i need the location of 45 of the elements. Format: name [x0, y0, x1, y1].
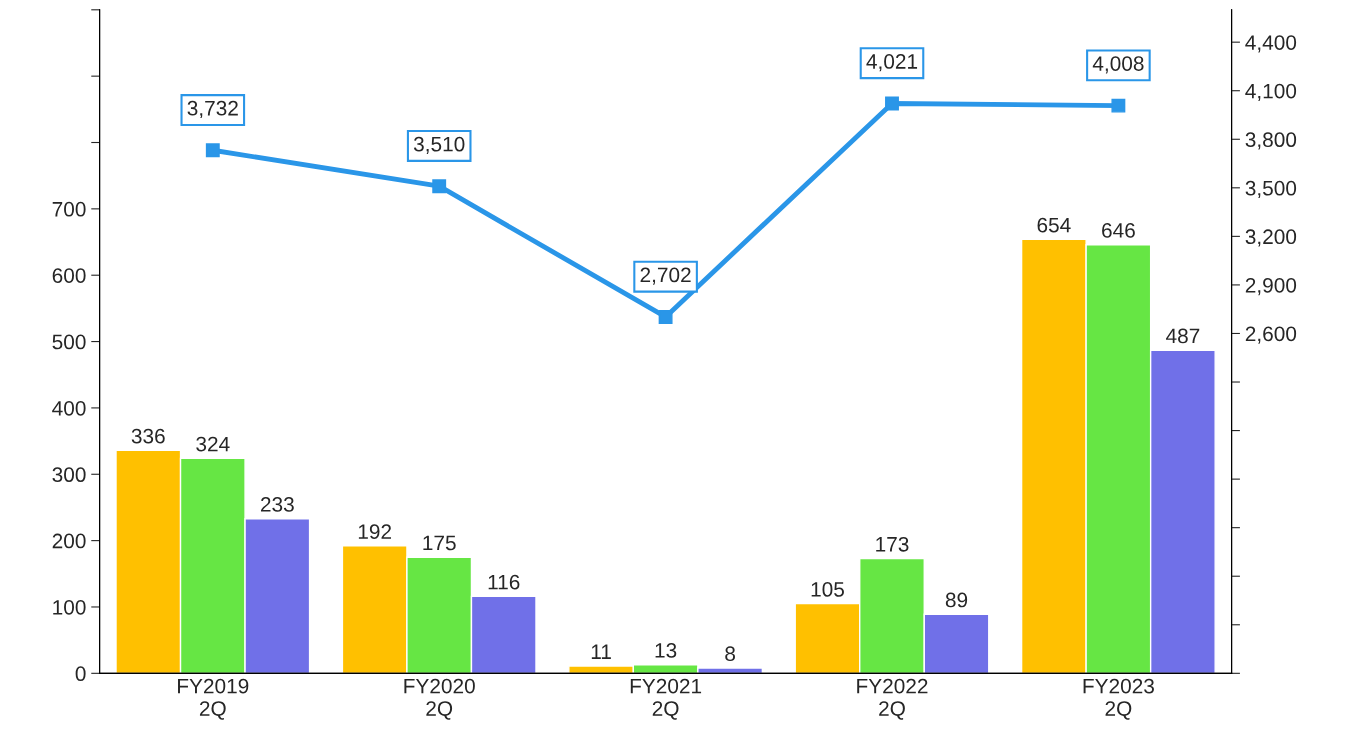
y-tick-label: 400: [52, 400, 86, 416]
data-label: 4,021: [866, 54, 918, 72]
data-label: 13: [655, 643, 677, 658]
data-label: 105: [811, 582, 844, 597]
data-label: 173: [876, 536, 909, 552]
y-tick-label: 700: [52, 201, 86, 217]
data-label: 89: [945, 592, 968, 608]
data-label: 8: [725, 646, 736, 662]
y-tick-label: 600: [52, 268, 86, 283]
data-label: 487: [1166, 328, 1200, 344]
data-label: 3,510: [413, 136, 465, 154]
x-tick-label: FY2021 2Q: [630, 678, 702, 720]
y-tick-label: 0: [75, 666, 86, 682]
point: [1111, 98, 1126, 113]
y2-tick-label: 3,800: [1245, 132, 1297, 150]
y2-tick-label: 2,600: [1245, 326, 1297, 344]
y2-tick-label: 2,900: [1245, 277, 1297, 296]
data-label: 3,732: [187, 100, 238, 119]
data-label: 175: [423, 535, 456, 551]
y-tick-label: 100: [53, 599, 86, 615]
x-tick-label: FY2019 2Q: [178, 678, 249, 720]
y2-tick-label: 3,500: [1245, 180, 1297, 199]
point: [205, 143, 220, 158]
y2-tick-label: 3,200: [1245, 229, 1297, 247]
y-tick-label: 500: [52, 334, 86, 350]
data-label: 192: [358, 524, 392, 540]
data-label: 336: [131, 428, 165, 444]
data-label: 116: [488, 574, 520, 590]
point: [658, 310, 673, 324]
y2-tick-label: 4,100: [1245, 83, 1297, 101]
data-label: 11: [591, 644, 611, 659]
data-label: 233: [261, 497, 294, 512]
data-label: 2,702: [640, 267, 691, 285]
y-tick-label: 300: [52, 467, 86, 483]
x-tick-label: FY2023 2Q: [1083, 678, 1154, 720]
data-label: 4,008: [1092, 56, 1144, 74]
y-tick-label: 200: [52, 533, 86, 549]
data-label: 324: [196, 436, 230, 452]
point: [432, 179, 447, 194]
point: [885, 96, 899, 111]
x-tick-label: FY2020 2Q: [404, 678, 475, 720]
data-label: 646: [1102, 223, 1135, 238]
y2-tick-label: 4,400: [1245, 35, 1297, 53]
data-label: 654: [1037, 217, 1071, 233]
x-tick-label: FY2022 2Q: [857, 678, 928, 720]
